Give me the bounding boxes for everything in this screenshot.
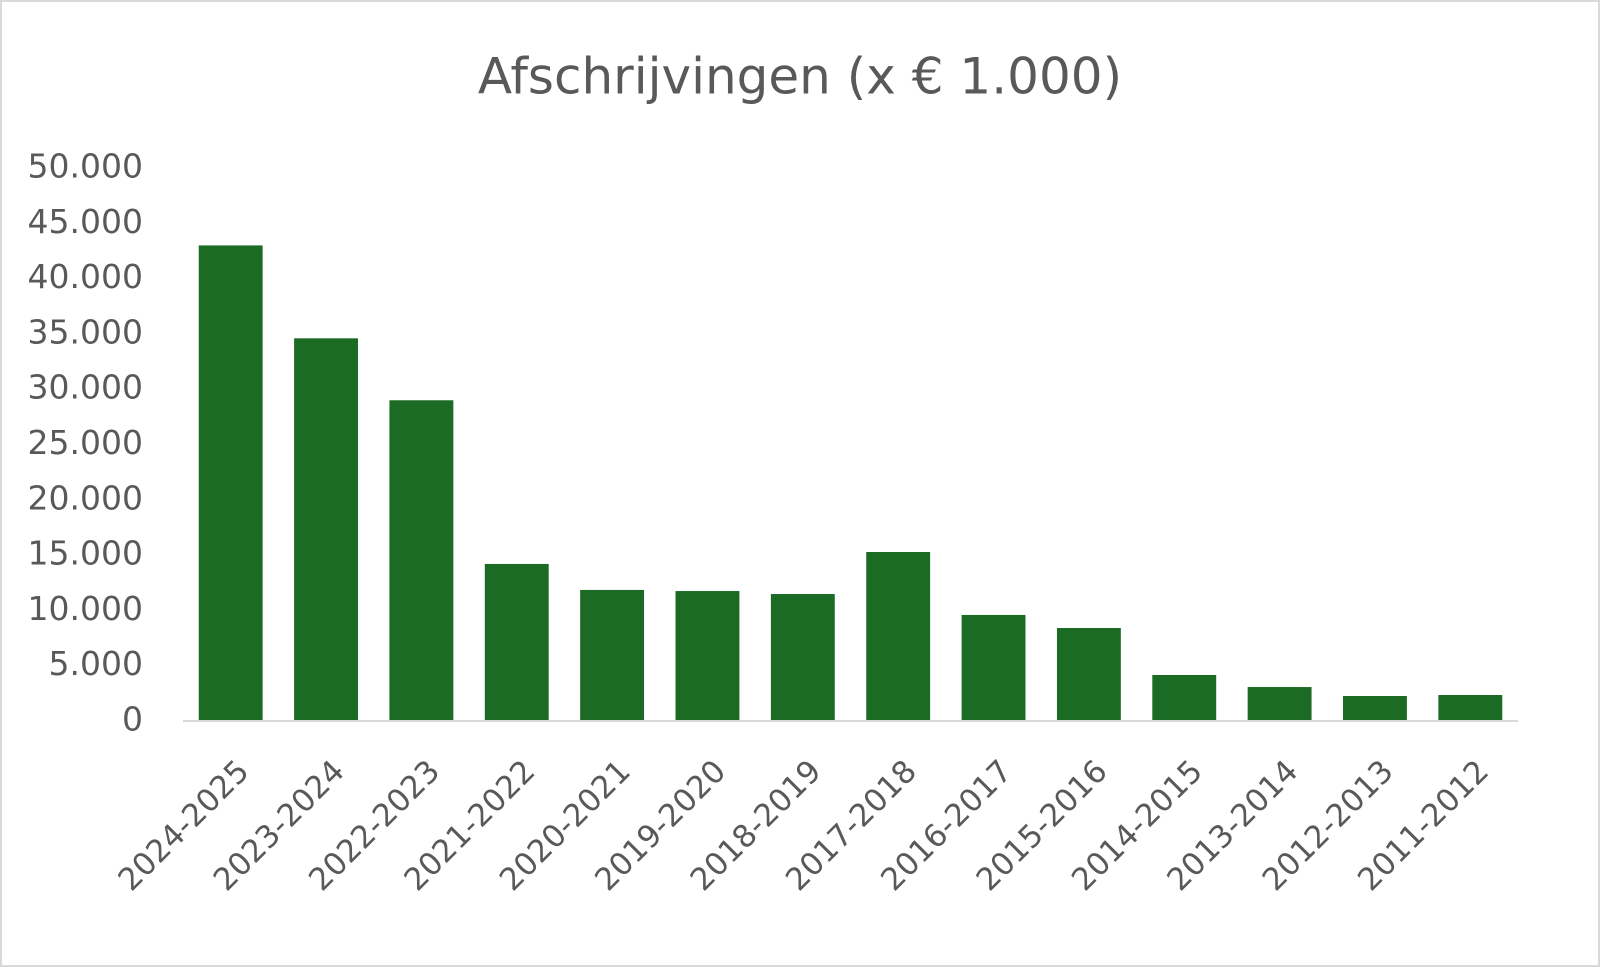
- y-tick-label: 40.000: [28, 257, 143, 296]
- bar: [389, 400, 454, 721]
- bar: [294, 338, 358, 721]
- bar: [1056, 627, 1121, 721]
- bar: [198, 245, 263, 722]
- y-tick-label: 45.000: [28, 202, 143, 241]
- bar: [866, 552, 931, 721]
- y-tick-label: 5.000: [49, 644, 143, 683]
- bar: [1438, 695, 1503, 721]
- bar: [961, 614, 1026, 721]
- bar: [1152, 674, 1217, 721]
- y-tick-label: 20.000: [28, 478, 143, 517]
- bar: [1247, 687, 1312, 721]
- y-tick-label: 25.000: [28, 423, 143, 462]
- y-tick-label: 15.000: [28, 534, 143, 573]
- y-tick-label: 50.000: [28, 147, 143, 186]
- bar: [675, 591, 740, 721]
- y-tick-label: 0: [122, 700, 143, 739]
- bar: [770, 594, 835, 721]
- y-tick-label: 35.000: [28, 312, 143, 351]
- bar: [580, 589, 645, 721]
- bar: [1343, 696, 1407, 721]
- y-tick-label: 10.000: [28, 589, 143, 628]
- chart-title: Afschrijvingen (x € 1.000): [478, 48, 1122, 106]
- bar: [484, 563, 549, 721]
- y-tick-label: 30.000: [28, 368, 143, 407]
